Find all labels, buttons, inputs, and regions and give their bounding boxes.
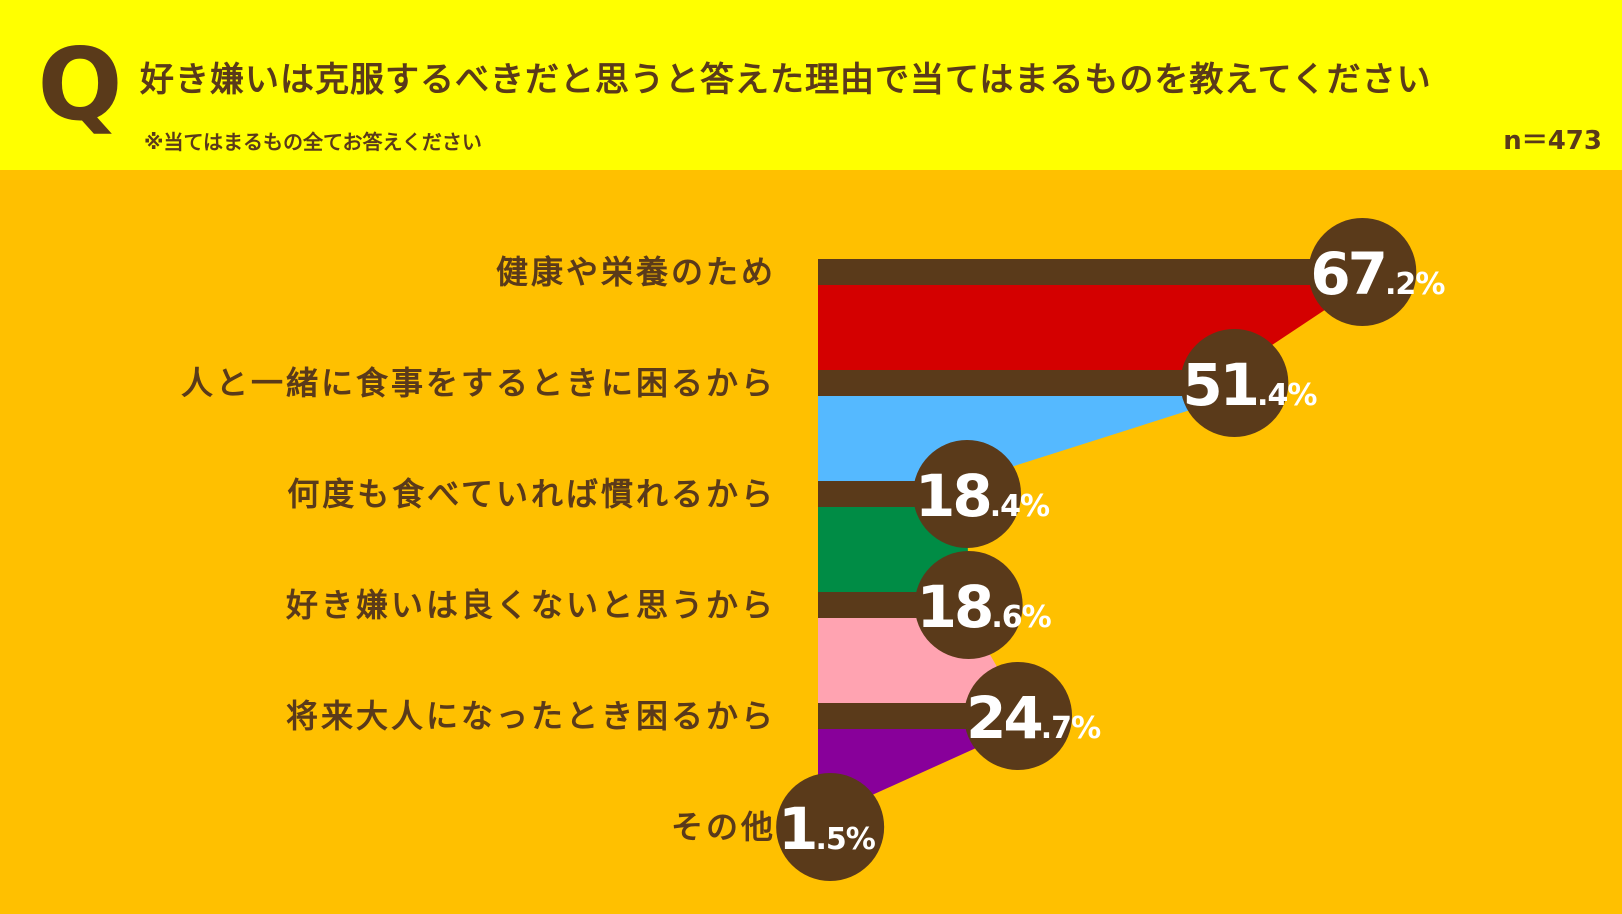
value-decimal-3: .4 (990, 489, 1020, 524)
question-note: ※当てはまるもの全てお答えください (144, 130, 482, 154)
bar-2 (818, 370, 1235, 396)
value-integer-4: 18 (917, 573, 992, 641)
value-decimal-6: .5 (816, 822, 846, 857)
value-unit-2: % (1287, 378, 1317, 413)
value-integer-5: 24 (966, 684, 1041, 752)
question-title: 好き嫌いは克服するべきだと思うと答えた理由で当てはまるものを教えてください (140, 60, 1432, 100)
value-label-6: 1.5% (778, 795, 876, 863)
category-label-4: 好き嫌いは良くないと思うから (285, 586, 776, 624)
value-integer-3: 18 (915, 462, 990, 530)
bar-1 (818, 259, 1363, 285)
value-label-4: 18.6% (917, 573, 1052, 641)
value-bubble-2 (1180, 329, 1289, 437)
value-unit-1: % (1415, 267, 1445, 302)
value-integer-2: 51 (1182, 351, 1257, 419)
value-label-1: 67.2% (1310, 240, 1445, 308)
value-bubble-6 (776, 773, 885, 881)
category-label-1: 健康や栄養のため (496, 253, 776, 291)
value-bubble-3 (913, 440, 1022, 548)
value-unit-3: % (1020, 489, 1050, 524)
value-bubble-5 (964, 662, 1073, 770)
value-label-3: 18.4% (915, 462, 1050, 530)
value-bubble-1 (1308, 218, 1417, 326)
question-header: Q 好き嫌いは克服するべきだと思うと答えた理由で当てはまるものを教えてください … (0, 0, 1622, 170)
connector-band-2 (818, 396, 1235, 481)
value-unit-4: % (1022, 600, 1052, 635)
value-decimal-2: .4 (1257, 378, 1287, 413)
category-label-2: 人と一緒に食事をするときに困るから (181, 364, 776, 402)
value-integer-6: 1 (778, 795, 815, 863)
value-unit-5: % (1071, 711, 1101, 746)
value-decimal-1: .2 (1385, 267, 1415, 302)
value-bubble-4 (914, 551, 1023, 659)
value-label-2: 51.4% (1182, 351, 1317, 419)
value-integer-1: 67 (1310, 240, 1385, 308)
value-decimal-5: .7 (1041, 711, 1071, 746)
category-label-6: その他 (671, 808, 776, 846)
value-decimal-4: .6 (991, 600, 1021, 635)
sample-size: n＝473 (1503, 126, 1602, 156)
category-label-5: 将来大人になったとき困るから (286, 697, 776, 735)
value-unit-6: % (846, 822, 876, 857)
question-mark: Q (37, 26, 123, 143)
category-label-3: 何度も食べていれば慣れるから (287, 475, 776, 513)
value-label-5: 24.7% (966, 684, 1101, 752)
